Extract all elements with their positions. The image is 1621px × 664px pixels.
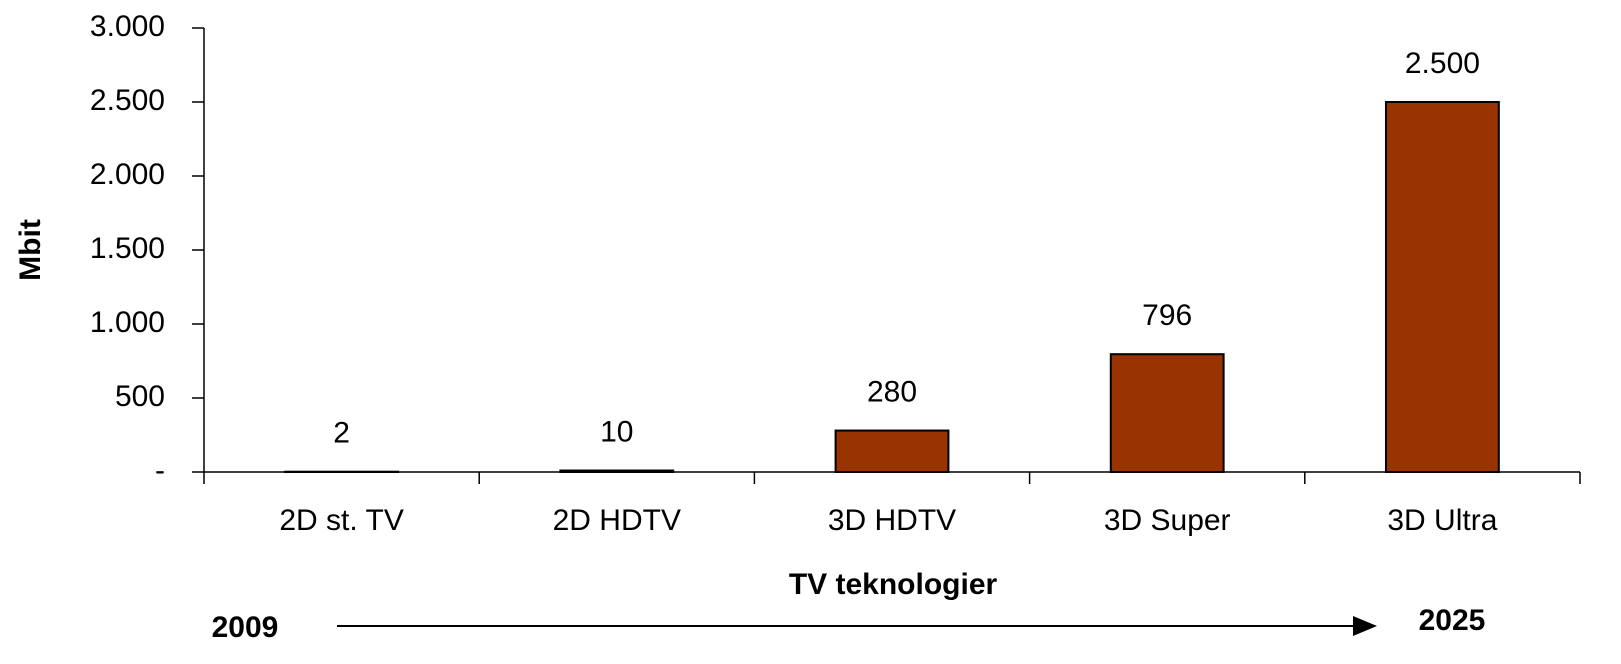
y-tick-label: -	[155, 454, 165, 487]
timeline-start: 2009	[212, 611, 279, 644]
x-tick-label: 2D st. TV	[279, 504, 403, 537]
bar	[559, 469, 675, 473]
timeline-end: 2025	[1419, 604, 1486, 637]
x-tick-label: 2D HDTV	[553, 504, 681, 537]
bar	[1109, 353, 1225, 473]
data-label: 796	[1142, 299, 1192, 332]
data-label: 10	[600, 415, 633, 448]
y-tick-label: 2.500	[90, 84, 165, 117]
y-tick-label: 1.000	[90, 306, 165, 339]
data-label: 2	[333, 417, 350, 450]
y-tick-label: 3.000	[90, 10, 165, 43]
x-axis-title: TV teknologier	[789, 568, 998, 601]
y-axis-title: Mbit	[14, 219, 47, 281]
data-label: 2.500	[1405, 47, 1480, 80]
x-tick-label: 3D Super	[1104, 504, 1231, 537]
bar	[834, 429, 950, 473]
y-tick-label: 2.000	[90, 158, 165, 191]
x-tick-label: 3D HDTV	[828, 504, 956, 537]
y-tick-label: 1.500	[90, 232, 165, 265]
data-label: 280	[867, 375, 917, 408]
bar	[1384, 101, 1500, 473]
y-tick-label: 500	[115, 380, 165, 413]
x-tick-label: 3D Ultra	[1387, 504, 1497, 537]
